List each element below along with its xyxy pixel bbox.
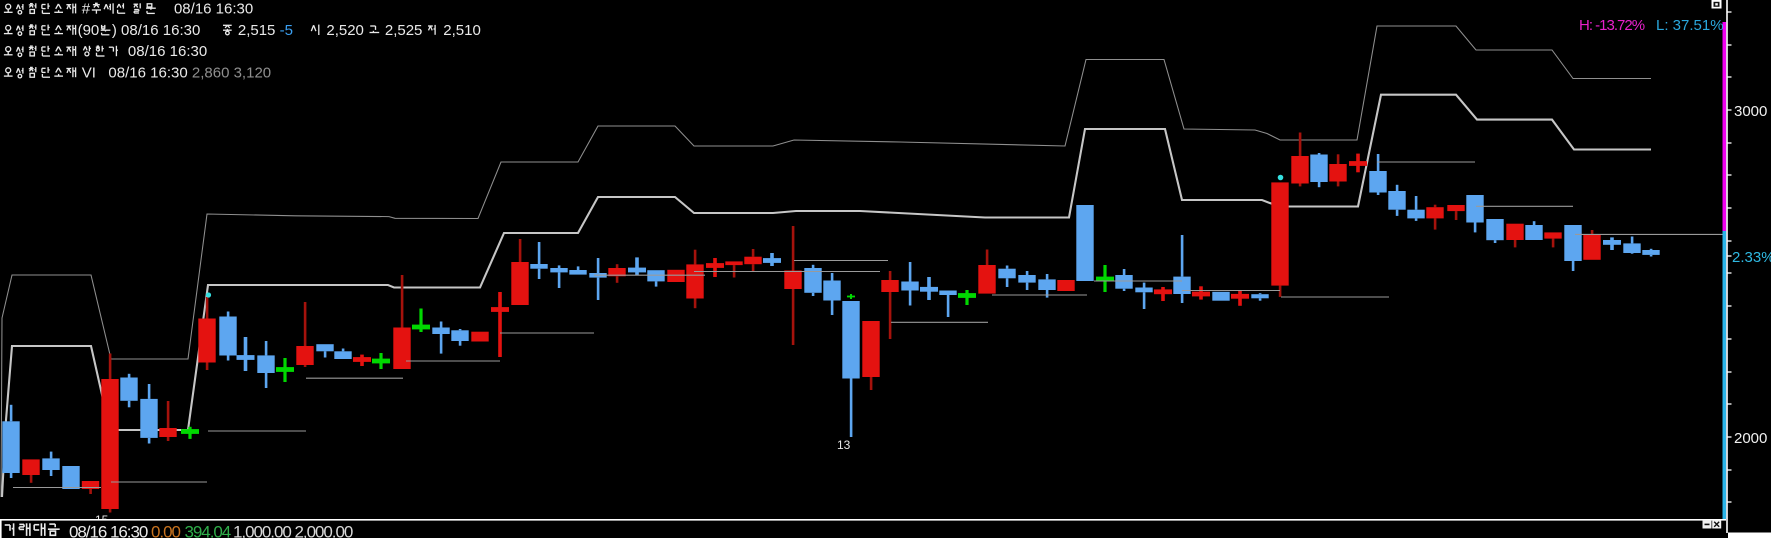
svg-text:L: 37.51%: L: 37.51% xyxy=(1656,17,1724,34)
svg-text:2,520: 2,520 xyxy=(322,22,368,39)
svg-text:-5: -5 xyxy=(280,22,293,39)
svg-text:1,000.00: 1,000.00 xyxy=(233,523,291,538)
svg-text:394.04: 394.04 xyxy=(185,523,231,538)
svg-text:H: -13.72%: H: -13.72% xyxy=(1579,17,1645,34)
svg-text:#: # xyxy=(78,1,91,18)
svg-text:2.33%: 2.33% xyxy=(1732,249,1771,266)
svg-text:2,515: 2,515 xyxy=(234,22,280,39)
svg-text:VI 08/16 16:30: VI 08/16 16:30 xyxy=(78,64,192,81)
svg-text:13: 13 xyxy=(837,438,851,452)
svg-text:08/16 16:30: 08/16 16:30 xyxy=(120,43,208,60)
svg-text:2,860 3,120: 2,860 3,120 xyxy=(192,64,271,81)
svg-text:2000: 2000 xyxy=(1734,430,1767,447)
svg-text:08/16 16:30: 08/16 16:30 xyxy=(69,523,148,538)
svg-text:08/16 16:30: 08/16 16:30 xyxy=(157,1,253,18)
svg-text:2,525: 2,525 xyxy=(381,22,427,39)
svg-text:0.00: 0.00 xyxy=(151,523,180,538)
svg-text:15: 15 xyxy=(95,513,109,527)
svg-text:(90: (90 xyxy=(78,22,100,39)
svg-text:3000: 3000 xyxy=(1734,103,1767,120)
svg-text:2,510: 2,510 xyxy=(439,22,481,39)
svg-text:2,000.00: 2,000.00 xyxy=(295,523,353,538)
svg-text:) 08/16 16:30: ) 08/16 16:30 xyxy=(112,22,221,39)
